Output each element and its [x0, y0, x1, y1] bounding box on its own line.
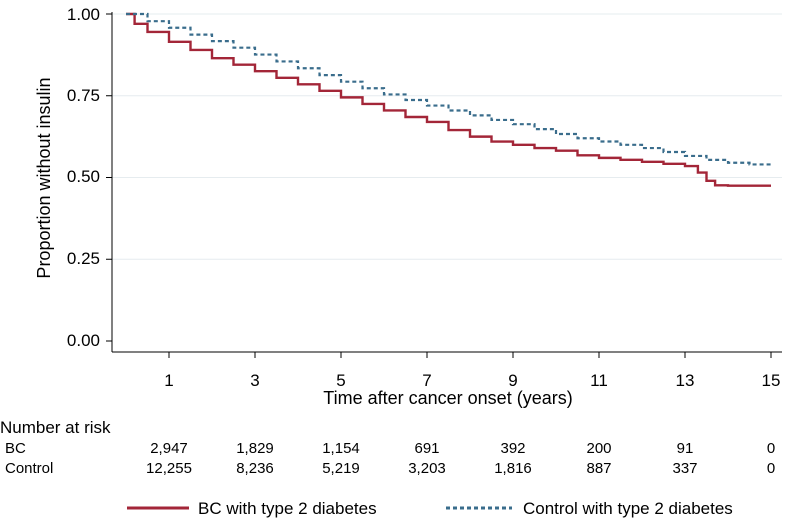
risk-bc-t5: 1,154 — [322, 440, 360, 457]
risk-bc-t11: 200 — [586, 440, 611, 457]
x-tick-label-7: 7 — [422, 371, 431, 390]
risk-control-t11: 887 — [586, 460, 611, 477]
y-tick-label-1: 0.25 — [67, 249, 100, 268]
risk-control-t13: 337 — [672, 460, 697, 477]
x-tick-label-15: 15 — [762, 371, 781, 390]
risk-bc-t13: 91 — [677, 440, 694, 457]
grid-layer — [112, 13, 782, 260]
risk-control-t3: 8,236 — [236, 460, 274, 477]
risk-control-t1: 12,255 — [146, 460, 192, 477]
risk-bc-t1: 2,947 — [150, 440, 188, 457]
y-tick-label-0: 0.00 — [67, 331, 100, 350]
risk-control-t9: 1,816 — [494, 460, 532, 477]
y-tick-label-3: 0.75 — [67, 86, 100, 105]
y-tick-label-4: 1.00 — [67, 5, 100, 24]
risk-bc-t3: 1,829 — [236, 440, 274, 457]
risk-bc-t9: 392 — [500, 440, 525, 457]
x-tick-label-9: 9 — [508, 371, 517, 390]
series-line-control — [126, 12, 773, 167]
risk-bc-t7: 691 — [414, 440, 439, 457]
x-tick-label-3: 3 — [250, 371, 259, 390]
x-tick-label-5: 5 — [336, 371, 345, 390]
risk-control-t5: 5,219 — [322, 460, 360, 477]
legend-label-bc: BC with type 2 diabetes — [198, 499, 377, 518]
risk-bc-t15: 0 — [767, 440, 775, 457]
risk-control-t15: 0 — [767, 460, 775, 477]
risk-row-label-control: Control — [5, 460, 53, 477]
series-layer — [126, 12, 773, 187]
x-axis-title: Time after cancer onset (years) — [323, 388, 572, 408]
risk-control-t7: 3,203 — [408, 460, 446, 477]
legend-label-control: Control with type 2 diabetes — [523, 499, 733, 518]
x-tick-label-1: 1 — [164, 371, 173, 390]
risk-row-label-bc: BC — [5, 440, 26, 457]
series-line-bc — [126, 12, 771, 187]
y-axis-title: Proportion without insulin — [34, 77, 54, 278]
y-tick-label-2: 0.50 — [67, 167, 100, 186]
risk-table-title: Number at risk — [0, 418, 111, 437]
x-tick-label-13: 13 — [676, 371, 695, 390]
axis-layer — [106, 12, 782, 358]
x-tick-label-11: 11 — [590, 371, 608, 390]
